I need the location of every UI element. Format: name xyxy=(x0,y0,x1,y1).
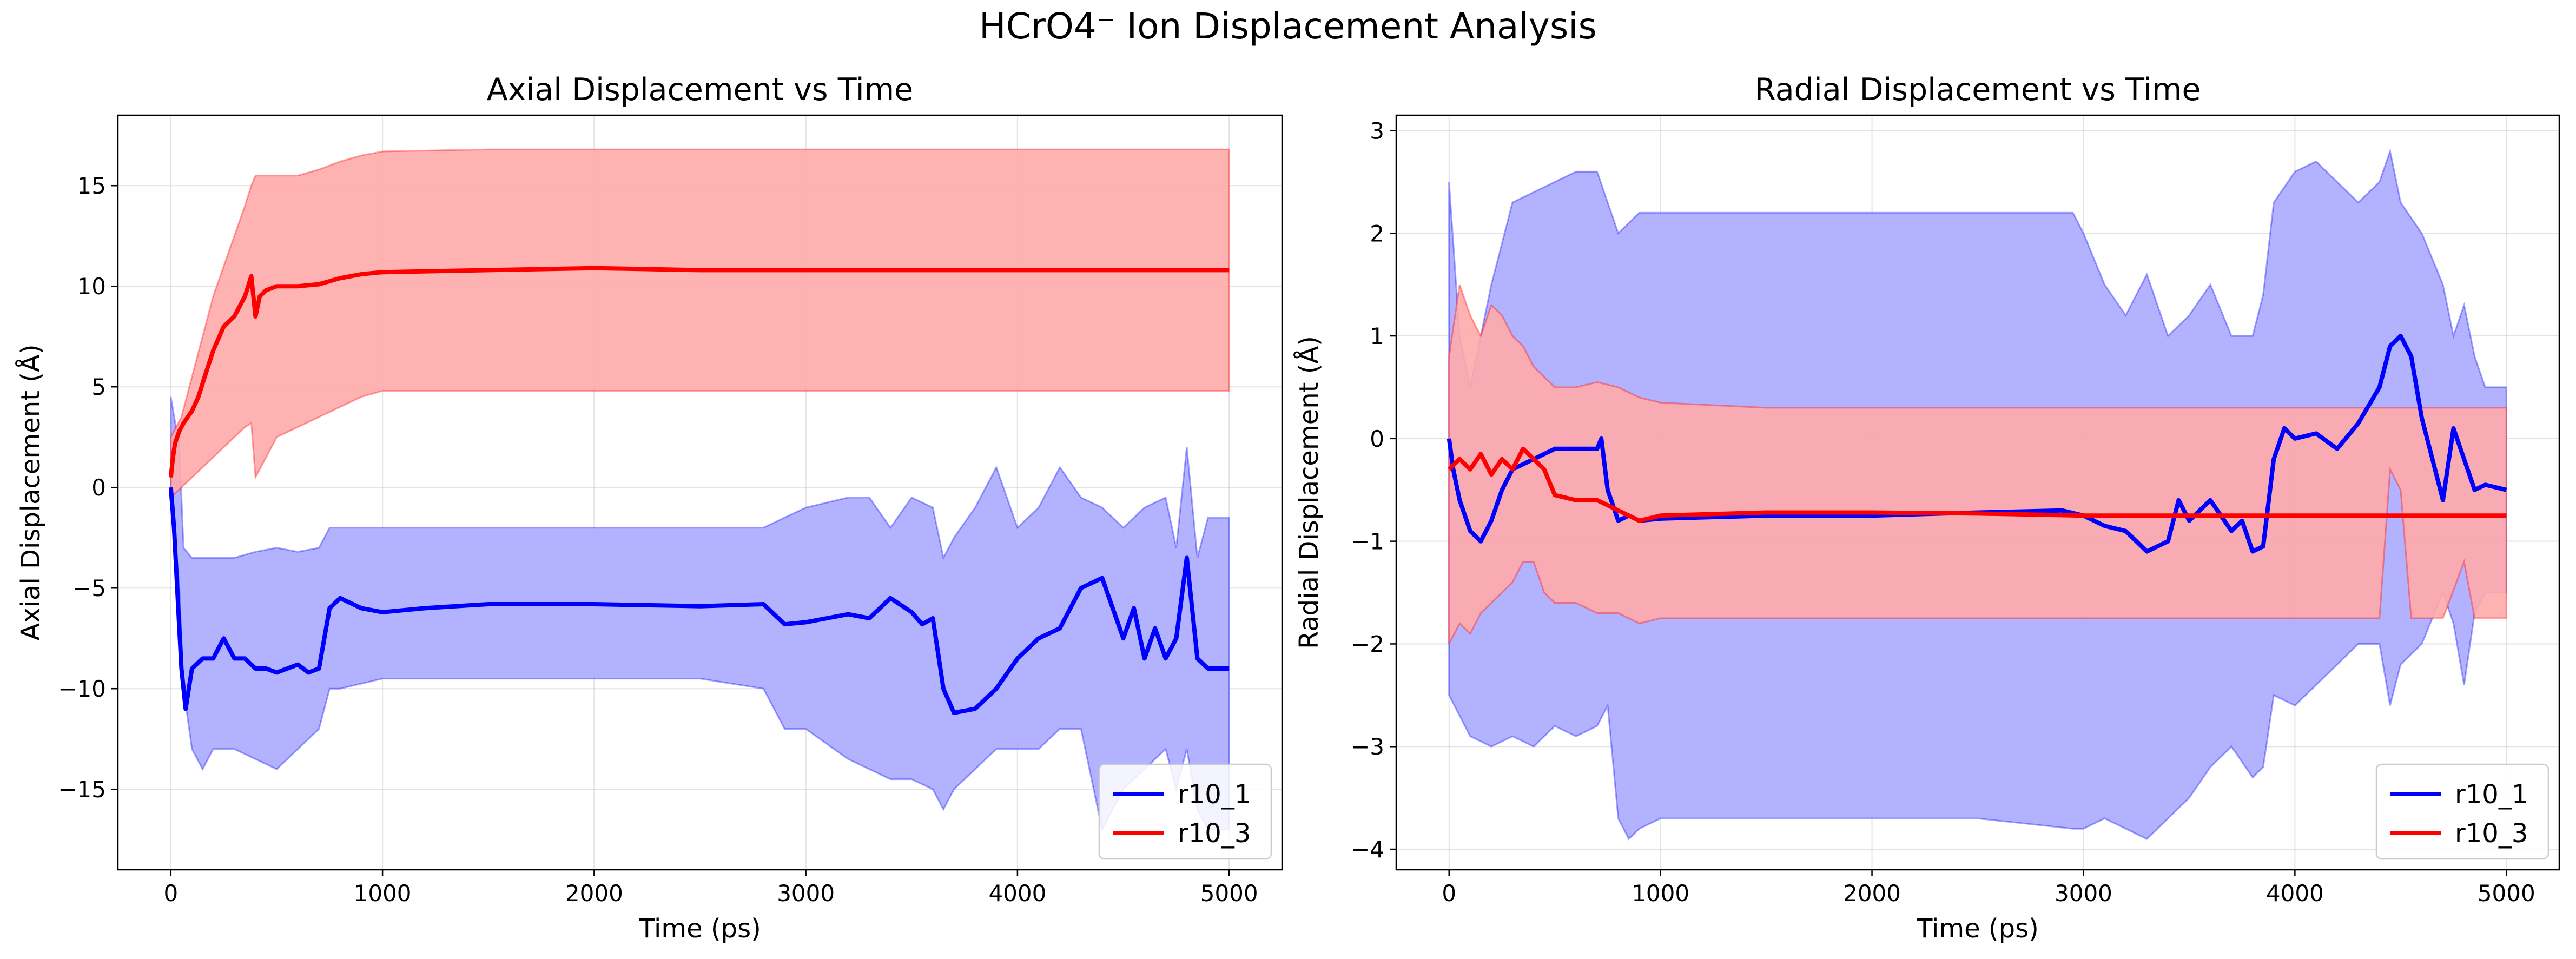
radial-axes-frame xyxy=(1395,114,2560,871)
radial-x-tick-label: 0 xyxy=(1442,880,1456,907)
axial-x-tick-label: 4000 xyxy=(988,880,1046,907)
axial-y-axis-label: Axial Displacement (Å) xyxy=(15,344,46,640)
radial-y-tick-label: 0 xyxy=(1370,426,1384,452)
figure-title: HCrO4⁻ Ion Displacement Analysis xyxy=(979,5,1597,47)
axial-y-tick-label: 0 xyxy=(91,474,106,501)
radial-x-axis-label: Time (ps) xyxy=(1916,914,2039,944)
radial-series-r10_3 xyxy=(1447,446,2507,523)
axial-series-r10_3 xyxy=(168,266,1230,478)
axial-axes-frame xyxy=(117,114,1283,871)
radial-y-tick-label: −4 xyxy=(1351,836,1384,863)
axial-y-tick-label: 10 xyxy=(77,273,106,300)
radial-displacement-panel: 0 1000 2000 3000 4000 5000 −4 −3 −2 −1 0 1 2 3 Radial … xyxy=(1293,72,2560,944)
radial-x-tick-label: 2000 xyxy=(1843,880,1901,907)
radial-y-tick-label: 3 xyxy=(1370,117,1384,144)
radial-legend: r10_1 r10_3 xyxy=(2375,763,2549,860)
radial-x-tick-label: 5000 xyxy=(2478,880,2535,907)
axial-legend-label-r10_3: r10_3 xyxy=(1178,818,1251,849)
radial-y-tick-label: 2 xyxy=(1370,220,1384,247)
axial-y-tick-label: −5 xyxy=(72,575,106,601)
radial-y-tick-label: −1 xyxy=(1351,528,1384,555)
radial-x-tick-label: 3000 xyxy=(2055,880,2112,907)
radial-x-tick-label: 4000 xyxy=(2266,880,2324,907)
radial-series-r10_1 xyxy=(1446,334,2507,554)
axial-y-tick-label: 5 xyxy=(91,374,106,400)
axial-series-r10_1 xyxy=(168,487,1230,715)
axial-y-tick-label: 15 xyxy=(77,173,106,199)
axial-x-tick-label: 5000 xyxy=(1200,880,1258,907)
radial-panel-title: Radial Displacement vs Time xyxy=(1754,72,2201,108)
axial-panel-title: Axial Displacement vs Time xyxy=(487,72,913,108)
axial-band-r10_3 xyxy=(170,148,1230,500)
radial-x-tick-label: 1000 xyxy=(1632,880,1689,907)
radial-y-tick-label: −2 xyxy=(1351,631,1384,657)
radial-y-tick-label: 1 xyxy=(1370,323,1384,349)
radial-y-tick-label: −3 xyxy=(1351,733,1384,760)
axial-x-tick-label: 3000 xyxy=(777,880,835,907)
axial-displacement-panel: 0 1000 2000 3000 4000 5000 −15 −10 −5 0 5 10 15 Axial… xyxy=(15,72,1283,944)
radial-y-axis-label: Radial Displacement (Å) xyxy=(1293,336,1324,649)
axial-legend-label-r10_1: r10_1 xyxy=(1178,779,1251,810)
axial-y-tick-label: −15 xyxy=(58,776,106,803)
radial-band-r10_3 xyxy=(1448,284,2507,645)
axial-x-axis-label: Time (ps) xyxy=(638,914,761,944)
radial-legend-label-r10_3: r10_3 xyxy=(2455,818,2528,849)
axial-x-tick-label: 2000 xyxy=(565,880,623,907)
axial-legend: r10_1 r10_3 xyxy=(1098,763,1272,860)
axial-y-tick-label: −10 xyxy=(58,676,106,702)
radial-legend-box xyxy=(2375,763,2549,860)
radial-legend-label-r10_1: r10_1 xyxy=(2455,779,2528,810)
axial-x-tick-label: 1000 xyxy=(354,880,412,907)
axial-legend-box xyxy=(1098,763,1272,860)
axial-x-tick-label: 0 xyxy=(163,880,178,907)
